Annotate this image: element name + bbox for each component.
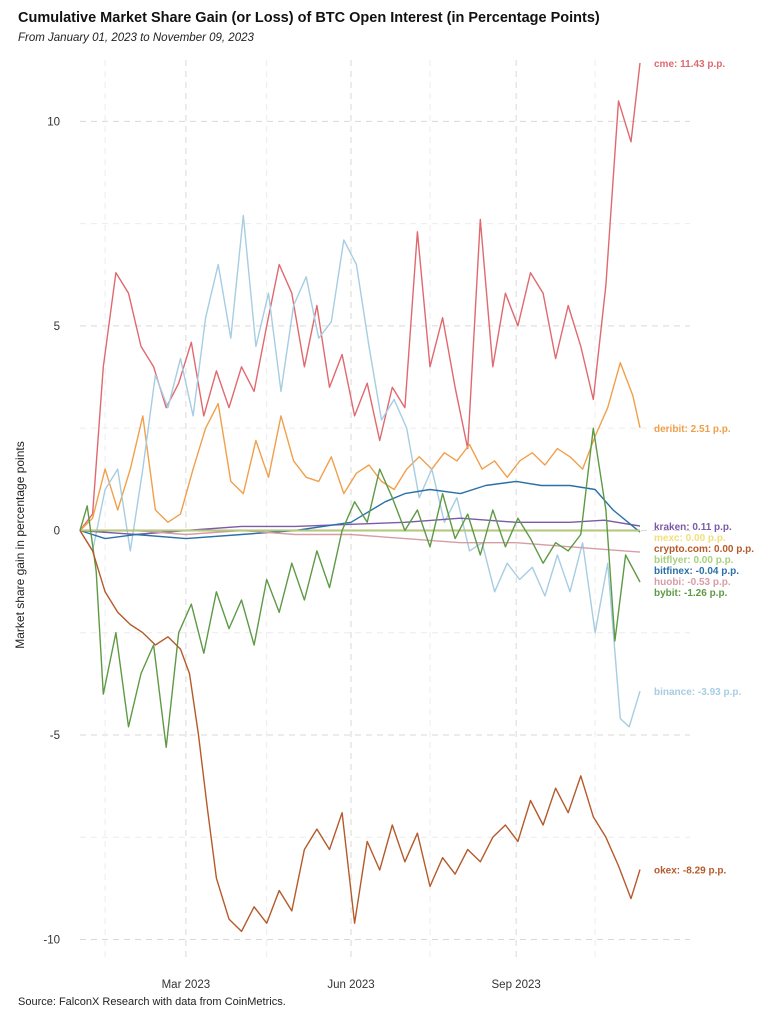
source-note: Source: FalconX Research with data from …: [18, 996, 286, 1008]
series-line-bitfinex: [79, 480, 641, 540]
series-line-okex: [79, 530, 641, 933]
x-tick-label: Sep 2023: [492, 979, 541, 991]
end-label-deribit: deribit: 2.51 p.p.: [654, 424, 731, 435]
end-label-layer: cme: 11.43 p.p. deribit: 2.51 p.p. kraken:…: [654, 59, 754, 877]
y-tick-layer: -10 -5 0 5 10: [43, 116, 60, 946]
end-label-bybit: bybit: -1.26 p.p.: [654, 588, 728, 599]
series-line-bybit: [79, 427, 641, 748]
end-label-bitfinex: bitfinex: -0.04 p.p.: [654, 566, 739, 577]
series-line-binance: [79, 214, 641, 728]
chart-title: Cumulative Market Share Gain (or Loss) o…: [18, 10, 600, 26]
end-label-crypto-com: crypto.com: 0.00 p.p.: [654, 544, 754, 555]
x-tick-layer: Mar 2023 Jun 2023 Sep 2023: [162, 979, 541, 991]
chart-subtitle: From January 01, 2023 to November 09, 20…: [18, 32, 254, 44]
series-line-cme: [79, 62, 641, 531]
end-label-kraken: kraken: 0.11 p.p.: [654, 522, 732, 533]
series-line-deribit: [79, 362, 641, 532]
y-tick-label: 10: [47, 116, 60, 128]
end-label-binance: binance: -3.93 p.p.: [654, 687, 741, 698]
x-tick-label: Mar 2023: [162, 979, 211, 991]
y-tick-label: -5: [50, 730, 60, 742]
y-tick-label: 5: [54, 321, 60, 333]
series-layer: [79, 62, 641, 933]
end-label-cme: cme: 11.43 p.p.: [654, 59, 725, 70]
end-label-mexc: mexc: 0.00 p.p.: [654, 533, 726, 544]
y-tick-label: -10: [43, 935, 60, 947]
x-tick-label: Jun 2023: [327, 979, 374, 991]
y-tick-label: 0: [54, 525, 60, 537]
y-axis-label: Market share gain in percentage points: [13, 441, 27, 648]
series-line-kraken: [79, 517, 641, 536]
end-label-bitflyer: bitflyer: 0.00 p.p.: [654, 555, 734, 566]
end-label-huobi: huobi: -0.53 p.p.: [654, 577, 731, 588]
series-line-huobi: [80, 529, 641, 553]
end-label-okex: okex: -8.29 p.p.: [654, 866, 726, 877]
